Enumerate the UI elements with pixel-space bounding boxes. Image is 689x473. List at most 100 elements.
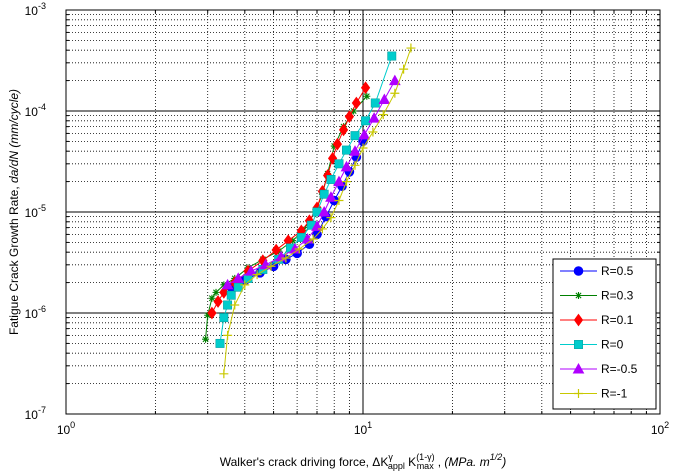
data-point-r-1 <box>342 177 352 187</box>
legend-box <box>552 258 657 410</box>
x-tick-label: 102 <box>651 420 669 437</box>
data-point-r-1 <box>308 234 318 244</box>
data-point-r-0-1 <box>360 81 371 95</box>
data-point-r-0-5 <box>318 205 331 217</box>
series-line-r-1 <box>223 47 412 374</box>
y-tick-label: 10-4 <box>25 102 46 119</box>
data-point-r-0 <box>334 159 344 169</box>
legend-label: R=0.5 <box>601 264 634 278</box>
data-point-r-0-3 <box>212 288 220 296</box>
data-point-r-0-3 <box>202 335 210 343</box>
legend-swatch-marker <box>575 292 582 299</box>
data-point-r-0-1 <box>207 306 217 320</box>
data-point-r-1 <box>223 330 233 340</box>
data-point-r-0-3 <box>208 294 216 302</box>
y-tick-label: 10-5 <box>25 203 46 220</box>
data-point-r-0-1 <box>213 295 223 308</box>
data-point-r-0-5 <box>378 93 391 104</box>
legend-swatch-marker <box>573 266 584 276</box>
series-layer <box>202 43 416 379</box>
data-point-r-0-1 <box>332 137 343 151</box>
data-point-r-0-1 <box>338 123 349 137</box>
data-point-r-1 <box>281 253 291 263</box>
y-axis-label: Fatigue Crack Growth Rate, da/dN (mm/cyc… <box>7 89 21 335</box>
legend-item-r-0-3: R=0.3 <box>560 289 634 303</box>
data-point-r-0 <box>326 175 336 184</box>
data-point-r-0-5 <box>325 191 337 202</box>
data-point-r-0-5 <box>221 278 234 290</box>
data-point-r-0-5 <box>349 145 361 156</box>
data-point-r-0 <box>219 313 229 323</box>
data-point-r-1 <box>252 270 262 280</box>
data-point-r-1 <box>334 195 344 205</box>
data-point-r-0-5 <box>333 175 345 187</box>
data-point-r-0 <box>387 51 397 61</box>
legend-item-r-0-1: R=0.1 <box>560 313 634 327</box>
data-point-r-1 <box>358 143 368 153</box>
legend-item-r-1: R=-1 <box>560 387 628 401</box>
data-point-r-1 <box>219 369 229 379</box>
data-point-r-0-3 <box>220 281 228 289</box>
data-point-r-0-3 <box>350 107 358 115</box>
data-point-r-1 <box>368 127 378 137</box>
data-point-r-1 <box>399 64 409 74</box>
y-tick-label: 10-7 <box>25 405 46 422</box>
data-point-r-1 <box>294 244 304 254</box>
data-point-r-1 <box>390 88 400 98</box>
legend: R=0.5 R=0.3 R=0.1 R=0 R=-0.5 R=-1 <box>552 258 657 410</box>
data-point-r-0-5 <box>232 272 245 283</box>
legend-swatch-marker <box>573 313 584 327</box>
legend-label: R=0.1 <box>601 313 634 327</box>
data-point-r-1 <box>266 261 276 271</box>
data-point-r-0-1 <box>344 110 355 123</box>
data-point-r-1 <box>406 43 416 53</box>
legend-item-r-0-5: R=-0.5 <box>560 362 638 376</box>
data-point-r-0-5 <box>340 160 353 172</box>
x-tick-labels: 100 101 102 <box>57 420 669 437</box>
legend-label: R=-0.5 <box>601 362 638 376</box>
data-point-r-0-3 <box>204 311 212 319</box>
data-point-r-0-1 <box>351 96 362 110</box>
data-point-r-0 <box>370 98 380 108</box>
legend-swatch-marker <box>572 362 585 374</box>
data-point-r-0-5 <box>245 265 257 276</box>
legend-swatch-marker <box>574 340 583 349</box>
y-tick-label: 10-6 <box>25 304 46 321</box>
series-r-1 <box>219 43 416 379</box>
y-tick-label: 10-3 <box>25 1 46 18</box>
series-r-0-5 <box>221 74 401 290</box>
data-point-r-0-5 <box>311 220 323 231</box>
x-tick-label: 101 <box>354 420 372 437</box>
legend-label: R=-1 <box>601 387 628 401</box>
data-point-r-0 <box>215 338 225 348</box>
legend-items: R=0.5 R=0.3 R=0.1 R=0 R=-0.5 R=-1 <box>560 264 638 401</box>
legend-label: R=0 <box>601 338 624 352</box>
legend-item-r-0: R=0 <box>560 338 624 352</box>
x-tick-label: 100 <box>57 420 75 437</box>
data-point-r-1 <box>378 110 388 120</box>
plot-frame <box>65 9 661 415</box>
data-point-r-0-5 <box>388 74 401 86</box>
data-point-r-1 <box>326 213 336 223</box>
data-point-r-0 <box>319 189 329 199</box>
data-point-r-0 <box>350 131 360 141</box>
data-point-r-1 <box>240 280 250 290</box>
data-point-r-1 <box>350 160 360 170</box>
y-tick-labels: 10-7 10-6 10-5 10-4 10-3 <box>25 1 46 422</box>
data-point-r-1 <box>230 300 240 310</box>
legend-label: R=0.3 <box>601 289 634 303</box>
data-point-r-0-5 <box>368 112 380 123</box>
x-axis-label: Walker's crack driving force, ΔKγ appl K(… <box>220 452 506 471</box>
data-point-r-0 <box>233 282 243 292</box>
data-point-r-1 <box>317 224 327 234</box>
legend-item-r-0-5: R=0.5 <box>560 264 634 278</box>
axis-ticks <box>66 10 660 414</box>
data-point-r-0 <box>226 290 236 300</box>
data-point-r-0-1 <box>219 286 229 299</box>
legend-swatch-marker <box>574 389 583 398</box>
data-point-r-0 <box>342 145 351 155</box>
data-point-r-0-3 <box>363 92 371 100</box>
data-point-r-0 <box>361 116 371 126</box>
